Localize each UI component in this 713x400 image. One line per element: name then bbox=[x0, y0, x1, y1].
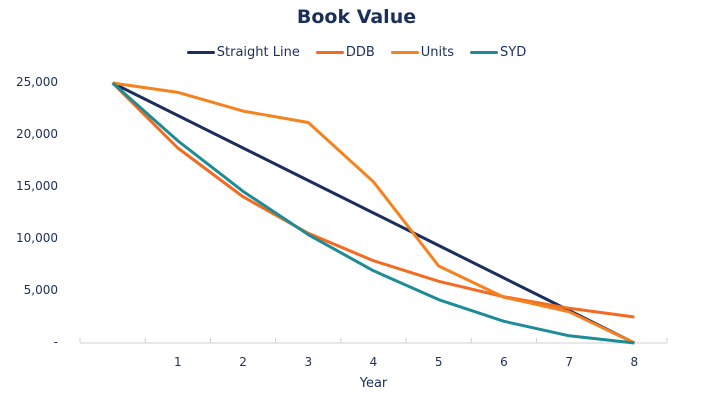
x-tick-label: 1 bbox=[174, 355, 182, 369]
x-tick-label: 4 bbox=[369, 355, 378, 369]
y-tick-label: 20,000 bbox=[16, 127, 58, 141]
x-tick-label: 3 bbox=[304, 355, 313, 369]
x-tick-label: 2 bbox=[239, 355, 247, 369]
legend-label: Units bbox=[420, 45, 455, 60]
y-tick-label: 10,000 bbox=[16, 231, 58, 245]
x-axis-title: Year bbox=[359, 376, 388, 391]
legend-item-straight-line: Straight Line bbox=[186, 45, 300, 60]
chart-title: Book Value bbox=[296, 6, 417, 28]
legend-item-syd: SYD bbox=[470, 45, 526, 60]
y-tick-label: 15,000 bbox=[16, 179, 58, 193]
legend-swatch-units bbox=[390, 51, 419, 54]
legend-swatch-straight-line bbox=[186, 51, 215, 54]
x-tick-label: 8 bbox=[630, 355, 639, 369]
series-line-ddb bbox=[111, 81, 635, 319]
chart-legend: Straight Line DDB Units SYD bbox=[0, 45, 713, 60]
legend-swatch-syd bbox=[470, 51, 499, 54]
series-line-straight-line bbox=[111, 81, 636, 345]
y-tick-label: 5,000 bbox=[23, 283, 58, 297]
legend-label: DDB bbox=[345, 45, 375, 60]
x-tick-label: 5 bbox=[434, 355, 443, 369]
y-tick-label: - bbox=[53, 335, 58, 349]
x-tick-label: 7 bbox=[565, 355, 573, 369]
legend-label: Straight Line bbox=[216, 45, 300, 60]
legend-item-ddb: DDB bbox=[315, 45, 375, 60]
y-tick-label: 25,000 bbox=[16, 75, 58, 89]
series-line-syd bbox=[111, 81, 635, 345]
series-line-units bbox=[112, 81, 636, 345]
x-tick-label: 6 bbox=[500, 355, 508, 369]
legend-swatch-ddb bbox=[315, 51, 344, 54]
legend-item-units: Units bbox=[390, 45, 455, 60]
legend-label: SYD bbox=[500, 45, 527, 60]
